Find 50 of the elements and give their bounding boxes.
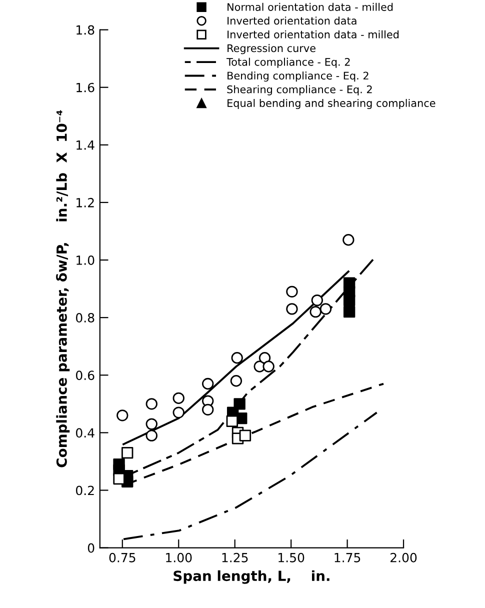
legend-label: Equal bending and shearing compliance xyxy=(228,98,436,110)
y-tick-label: 1.6 xyxy=(76,82,94,92)
y-tick-label: 1.8 xyxy=(76,25,94,35)
point xyxy=(286,303,298,315)
point xyxy=(231,352,243,364)
x-tick-label: 1.50 xyxy=(278,552,304,562)
x-tick-label: 1.75 xyxy=(334,553,360,562)
point xyxy=(172,406,184,418)
y-tick-label: 1.0 xyxy=(76,255,94,265)
y-tick-label: 0.8 xyxy=(76,313,94,323)
legend-label: Inverted orientation data xyxy=(228,16,356,25)
point xyxy=(310,306,322,318)
y-tick-label: 1.2 xyxy=(76,198,94,208)
point xyxy=(286,286,298,298)
legend-label: Inverted orientation data - milled xyxy=(228,30,399,38)
point xyxy=(202,378,214,390)
y-axis-title: Compliance parameter, δw/P, in.²/Lb X 10⁻⁴ xyxy=(56,110,70,468)
point xyxy=(146,418,158,430)
x-tick-label: 1.25 xyxy=(222,552,248,562)
x-tick-label: 2.00 xyxy=(390,552,417,562)
point xyxy=(146,398,158,410)
legend-label: Normal orientation data - milled xyxy=(228,2,393,11)
x-tick-label: 1.00 xyxy=(166,552,192,562)
point xyxy=(116,410,128,422)
point xyxy=(172,392,184,404)
point xyxy=(234,398,246,410)
y-tick-label: 0.4 xyxy=(76,428,94,438)
point xyxy=(146,430,158,442)
point xyxy=(311,294,324,306)
point xyxy=(262,360,274,372)
point xyxy=(226,415,238,428)
point xyxy=(320,303,332,315)
point xyxy=(239,430,252,442)
point xyxy=(230,375,242,387)
point xyxy=(342,234,354,246)
point xyxy=(343,306,356,318)
x-tick-label: 0.75 xyxy=(109,552,136,562)
legend-label: Bending compliance - Eq. 2 xyxy=(228,72,368,82)
y-tick-label: 1.4 xyxy=(76,140,94,150)
y-tick-label: 0.2 xyxy=(76,486,94,496)
legend-label: Regression curve xyxy=(228,44,316,54)
y-tick-label: 0.6 xyxy=(76,370,94,380)
point xyxy=(122,446,134,459)
legend-label: Shearing compliance - Eq. 2 xyxy=(227,85,372,96)
point xyxy=(343,294,356,306)
x-axis-title: Span length, L, in. xyxy=(174,570,330,584)
point xyxy=(113,472,125,485)
legend-label: Total compliance - Eq. 2 xyxy=(226,58,350,68)
point xyxy=(202,404,214,416)
y-tick-label: 0 xyxy=(88,543,94,553)
